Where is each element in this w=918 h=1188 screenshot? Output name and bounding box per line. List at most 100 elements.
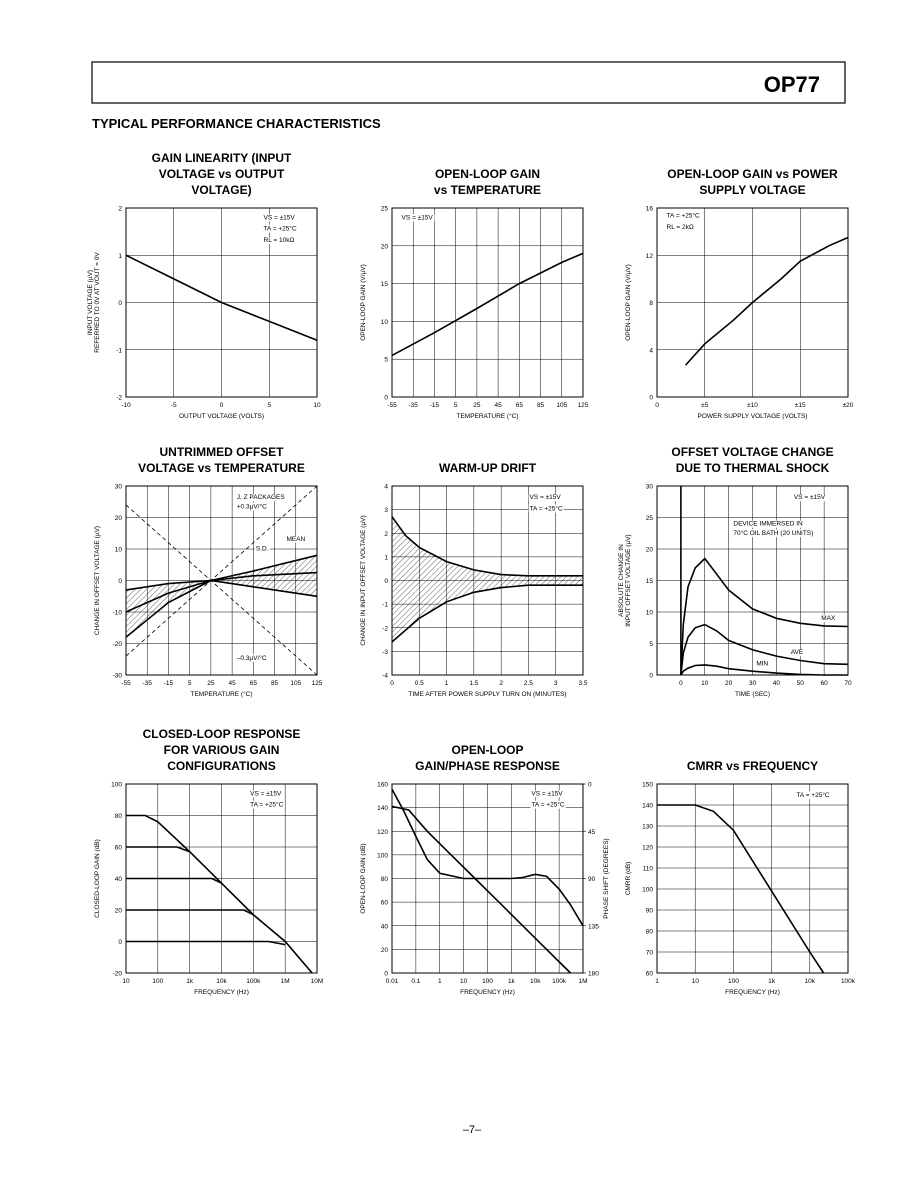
- chart-title: CONFIGURATIONS: [167, 759, 275, 773]
- series-line: [126, 909, 254, 916]
- x-tick-label: 100k: [246, 978, 261, 985]
- x-tick-label: -15: [164, 680, 174, 687]
- y-tick-label: 4: [649, 347, 653, 354]
- annotation: TA = +25°C: [796, 791, 829, 799]
- y-tick-label: -2: [116, 395, 122, 402]
- chart-title: DUE TO THERMAL SHOCK: [676, 461, 830, 475]
- annotation-bg: [820, 615, 838, 623]
- x-tick-label: 10: [692, 978, 700, 985]
- x-tick-label: 1: [655, 978, 659, 985]
- y-tick-label: 10: [646, 610, 654, 617]
- annotation-bg: [262, 214, 297, 222]
- y-axis-label: CMRR (dB): [625, 862, 632, 896]
- chart-title: CLOSED-LOOP RESPONSE: [143, 727, 301, 741]
- x-axis-label: FREQUENCY (Hz): [725, 989, 780, 996]
- series-line: [126, 846, 190, 853]
- annotation-bg: [235, 494, 287, 502]
- page-number: –7–: [463, 1124, 482, 1136]
- y-axis-label: REFERRED TO 0V AT VOUT = 0V: [94, 252, 101, 353]
- chart-title: VOLTAGE): [191, 183, 251, 197]
- x-tick-label: 100k: [841, 978, 856, 985]
- annotation-bg: [530, 800, 566, 809]
- y-tick-label: 15: [381, 281, 389, 288]
- x-tick-label: 0: [390, 680, 394, 687]
- annotation: MEAN: [286, 536, 305, 543]
- x-tick-label: 65: [516, 402, 524, 409]
- y-tick-label: 2: [384, 531, 388, 538]
- x-tick-label: 1: [438, 978, 442, 985]
- x-tick-label: 5: [454, 402, 458, 409]
- annotation-bg: [528, 504, 565, 513]
- chart-title: UNTRIMMED OFFSET: [160, 445, 285, 459]
- x-tick-label: -5: [171, 402, 177, 409]
- annotation: S.D.: [256, 545, 269, 552]
- x-tick-label: 10: [701, 680, 709, 687]
- y2-axis-label: PHASE SHIFT (DEGREES): [603, 838, 610, 918]
- annotation: DEVICE IMMERSED IN: [733, 521, 803, 528]
- y-tick-label: 150: [642, 782, 653, 789]
- band-fill: [126, 555, 317, 638]
- x-tick-label: 25: [473, 402, 481, 409]
- series-line: [125, 504, 318, 676]
- x-tick-label: 60: [821, 680, 829, 687]
- y-tick-label: 15: [646, 578, 654, 585]
- y-tick-label: 140: [377, 805, 388, 812]
- y-tick-label: -30: [113, 673, 123, 680]
- series-line: [657, 804, 825, 974]
- x-axis-label: FREQUENCY (Hz): [194, 989, 249, 996]
- y-tick-label: 140: [642, 803, 653, 810]
- y-tick-label: 0: [649, 673, 653, 680]
- series-line: [391, 584, 583, 643]
- y-tick-label: 1: [384, 554, 388, 561]
- y-axis-label: INPUT OFFSET VOLTAGE (µV): [625, 534, 632, 626]
- y-axis-label: ABSOLUTE CHANGE IN: [618, 544, 625, 617]
- y-tick-label: -1: [116, 347, 122, 354]
- x-tick-label: 1k: [186, 978, 194, 985]
- y-tick-label: 2: [118, 206, 122, 213]
- annotation-bg: [285, 535, 307, 543]
- chart-title: OFFSET VOLTAGE CHANGE: [671, 445, 833, 459]
- y-tick-label: 20: [115, 908, 123, 915]
- x-tick-label: 2: [499, 680, 503, 687]
- series-line: [680, 664, 848, 676]
- y-axis-label: CHANGE IN OFFSET VOLTAGE (µV): [94, 526, 101, 635]
- y-tick-label: 0: [384, 395, 388, 402]
- x-tick-label: ±20: [843, 402, 854, 409]
- y-axis-label: OPEN-LOOP GAIN (V/µV): [625, 264, 632, 341]
- y-tick-label: 60: [115, 845, 123, 852]
- annotation-bg: [530, 790, 565, 798]
- annotation: RL = 2kΩ: [667, 224, 694, 231]
- series-line: [680, 623, 849, 676]
- y-tick-label: 20: [115, 515, 123, 522]
- annotation: TA = +25°C: [250, 801, 283, 809]
- annotation: TA = +25°C: [264, 225, 297, 233]
- annotation-bg: [528, 494, 563, 502]
- y2-tick-label: 90: [588, 876, 596, 883]
- header-box: [91, 61, 846, 104]
- y-axis-label: CLOSED-LOOP GAIN (dB): [94, 839, 101, 918]
- part-number: OP77: [764, 72, 820, 97]
- y-tick-label: 80: [381, 876, 389, 883]
- chart-title: GAIN/PHASE RESPONSE: [415, 759, 560, 773]
- annotation: +0.3µV/°C: [237, 503, 267, 511]
- series-line: [391, 788, 584, 927]
- annotation-bg: [795, 791, 831, 800]
- y-tick-label: 20: [646, 547, 654, 554]
- x-tick-label: -55: [121, 680, 131, 687]
- x-tick-label: 100k: [552, 978, 567, 985]
- x-axis-label: TEMPERATURE (°C): [456, 412, 518, 420]
- x-tick-label: 85: [271, 680, 279, 687]
- y-tick-label: 25: [646, 515, 654, 522]
- x-tick-label: 10: [313, 402, 321, 409]
- annotation: RL = 10kΩ: [264, 237, 295, 244]
- x-tick-label: 40: [773, 680, 781, 687]
- series-line: [391, 252, 584, 357]
- x-tick-label: 3.5: [578, 680, 587, 687]
- y-tick-label: -10: [113, 610, 123, 617]
- x-tick-label: ±5: [701, 402, 709, 409]
- plot-frame: [656, 485, 849, 676]
- x-tick-label: 1k: [508, 978, 516, 985]
- series-line: [125, 485, 318, 657]
- plot-frame: [391, 783, 584, 974]
- plot-frame: [125, 207, 318, 398]
